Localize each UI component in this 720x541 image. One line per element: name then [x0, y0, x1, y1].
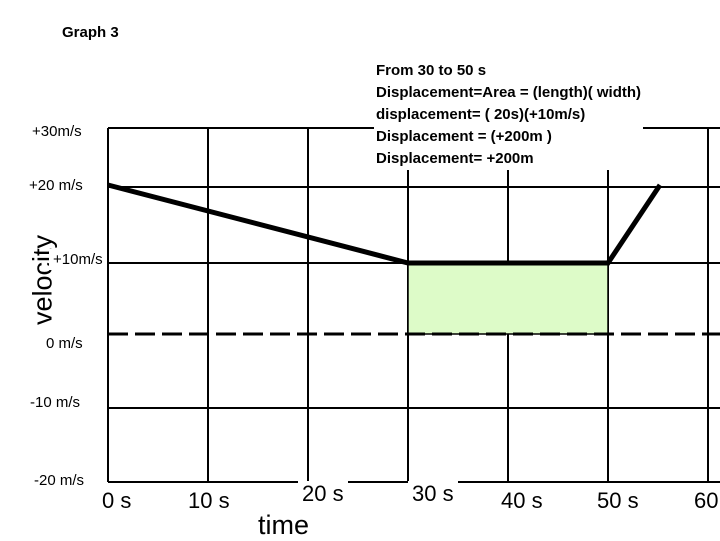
note-line-2: Displacement=Area = (length)( width)	[376, 84, 642, 101]
note-line-1: From 30 to 50 s	[376, 62, 487, 79]
displacement-area	[407, 262, 609, 335]
note-line-3: displacement= ( 20s)(+10m/s)	[376, 106, 586, 123]
x-tick-30s: 30 s	[408, 481, 458, 507]
y-tick-plus20: +20 m/s	[25, 175, 87, 196]
y-tick-zero: 0 m/s	[42, 333, 87, 354]
displacement-note: From 30 to 50 s Displacement=Area = (len…	[374, 60, 644, 170]
note-line-4: Displacement = (+200m )	[376, 128, 552, 145]
x-tick-40s: 40 s	[497, 488, 547, 514]
y-tick-plus30: +30m/s	[28, 121, 86, 142]
x-tick-60s: 60	[690, 488, 720, 514]
y-tick-plus10: +10m/s	[49, 249, 107, 270]
y-tick-minus10: -10 m/s	[26, 392, 85, 413]
x-tick-0s: 0 s	[98, 488, 136, 514]
x-axis-label: time	[258, 510, 310, 540]
x-tick-10s: 10 s	[184, 488, 234, 514]
velocity-line	[107, 182, 663, 266]
note-line-5: Displacement= +200m	[376, 150, 534, 167]
y-tick-minus20: -20 m/s	[30, 470, 89, 491]
graph-title: Graph 3	[62, 24, 119, 41]
x-tick-50s: 50 s	[593, 488, 643, 514]
x-tick-20s: 20 s	[298, 481, 348, 507]
